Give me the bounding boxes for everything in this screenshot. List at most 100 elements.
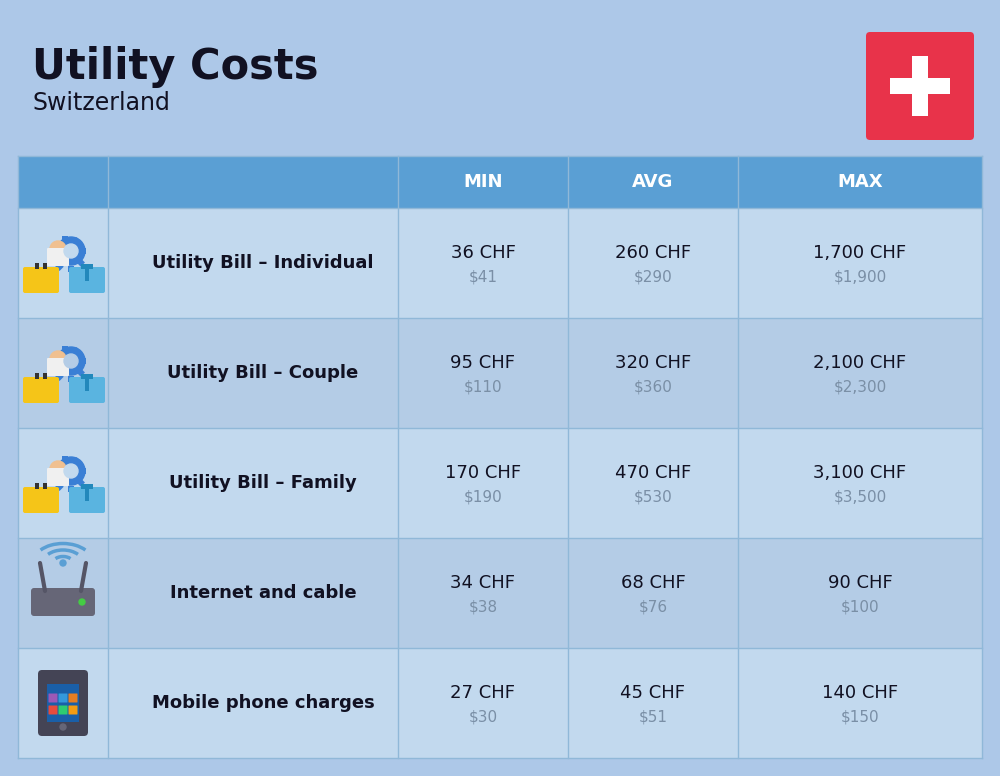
Circle shape [57, 237, 85, 265]
Text: MIN: MIN [463, 173, 503, 191]
Bar [68, 266, 74, 272]
FancyBboxPatch shape [47, 248, 69, 266]
FancyBboxPatch shape [47, 358, 69, 376]
Bar [50, 254, 56, 260]
FancyBboxPatch shape [866, 32, 974, 140]
Text: Switzerland: Switzerland [32, 91, 170, 115]
Circle shape [64, 244, 78, 258]
Text: $51: $51 [639, 709, 668, 725]
Bar [72, 347, 81, 355]
Circle shape [57, 457, 85, 485]
Bar [76, 369, 85, 376]
Text: $76: $76 [638, 600, 668, 615]
Text: $190: $190 [464, 490, 502, 504]
Text: 140 CHF: 140 CHF [822, 684, 898, 702]
FancyBboxPatch shape [31, 588, 95, 616]
Bar [76, 478, 85, 487]
FancyBboxPatch shape [68, 705, 78, 715]
Bar [35, 373, 39, 379]
Bar [18, 208, 982, 318]
FancyBboxPatch shape [23, 487, 59, 513]
Bar [43, 483, 47, 489]
FancyBboxPatch shape [69, 377, 105, 403]
Bar [35, 263, 39, 269]
Circle shape [50, 461, 66, 477]
Circle shape [50, 241, 66, 257]
Text: Mobile phone charges: Mobile phone charges [152, 694, 374, 712]
Text: 34 CHF: 34 CHF [450, 574, 516, 592]
FancyBboxPatch shape [69, 487, 105, 513]
Bar [81, 264, 93, 269]
Bar [890, 78, 950, 94]
Text: 260 CHF: 260 CHF [615, 244, 691, 262]
Bar [50, 364, 56, 370]
FancyBboxPatch shape [58, 705, 68, 715]
FancyBboxPatch shape [58, 694, 68, 702]
Text: 3,100 CHF: 3,100 CHF [813, 464, 907, 482]
Text: $100: $100 [841, 600, 879, 615]
Text: $38: $38 [468, 600, 498, 615]
Text: $150: $150 [841, 709, 879, 725]
FancyBboxPatch shape [69, 267, 105, 293]
Bar [62, 456, 68, 462]
Text: 170 CHF: 170 CHF [445, 464, 521, 482]
Text: MAX: MAX [837, 173, 883, 191]
Bar [72, 457, 81, 466]
FancyBboxPatch shape [23, 377, 59, 403]
Bar [80, 468, 86, 474]
Circle shape [57, 347, 85, 375]
Text: 95 CHF: 95 CHF [450, 354, 516, 372]
Bar [81, 374, 93, 379]
Bar [55, 262, 64, 271]
Text: 27 CHF: 27 CHF [450, 684, 516, 702]
Text: Internet and cable: Internet and cable [170, 584, 356, 602]
Text: $3,500: $3,500 [833, 490, 887, 504]
Circle shape [64, 354, 78, 368]
Bar [51, 241, 60, 250]
Text: Utility Costs: Utility Costs [32, 46, 318, 88]
FancyBboxPatch shape [48, 694, 58, 702]
Bar [76, 258, 85, 267]
Text: 470 CHF: 470 CHF [615, 464, 691, 482]
Text: Utility Bill – Individual: Utility Bill – Individual [152, 254, 374, 272]
Bar [51, 352, 60, 360]
Circle shape [79, 599, 85, 605]
Bar [43, 263, 47, 269]
Bar [85, 379, 89, 391]
Bar [81, 484, 93, 489]
Circle shape [64, 464, 78, 478]
Text: $290: $290 [634, 269, 672, 285]
Bar [18, 156, 982, 208]
Text: 90 CHF: 90 CHF [828, 574, 892, 592]
Bar [18, 428, 982, 538]
Bar [80, 248, 86, 254]
Circle shape [60, 560, 66, 566]
Text: 320 CHF: 320 CHF [615, 354, 691, 372]
Bar [51, 461, 60, 469]
Circle shape [50, 351, 66, 367]
Bar [85, 489, 89, 501]
FancyBboxPatch shape [48, 705, 58, 715]
Bar [43, 373, 47, 379]
FancyBboxPatch shape [47, 468, 69, 486]
Text: $41: $41 [468, 269, 498, 285]
Text: Utility Bill – Couple: Utility Bill – Couple [167, 364, 359, 382]
Bar [62, 236, 68, 242]
Text: $2,300: $2,300 [833, 379, 887, 394]
Text: 2,100 CHF: 2,100 CHF [813, 354, 907, 372]
Text: Utility Bill – Family: Utility Bill – Family [169, 474, 357, 492]
Bar [62, 346, 68, 352]
Text: 45 CHF: 45 CHF [620, 684, 686, 702]
Bar [912, 56, 928, 116]
Bar [18, 538, 982, 648]
Text: 36 CHF: 36 CHF [451, 244, 515, 262]
Text: 1,700 CHF: 1,700 CHF [813, 244, 907, 262]
FancyBboxPatch shape [38, 670, 88, 736]
Bar [35, 483, 39, 489]
Bar [85, 269, 89, 281]
FancyBboxPatch shape [23, 267, 59, 293]
Bar [55, 372, 64, 381]
Text: $530: $530 [634, 490, 672, 504]
Bar [47, 684, 79, 722]
Bar [18, 318, 982, 428]
